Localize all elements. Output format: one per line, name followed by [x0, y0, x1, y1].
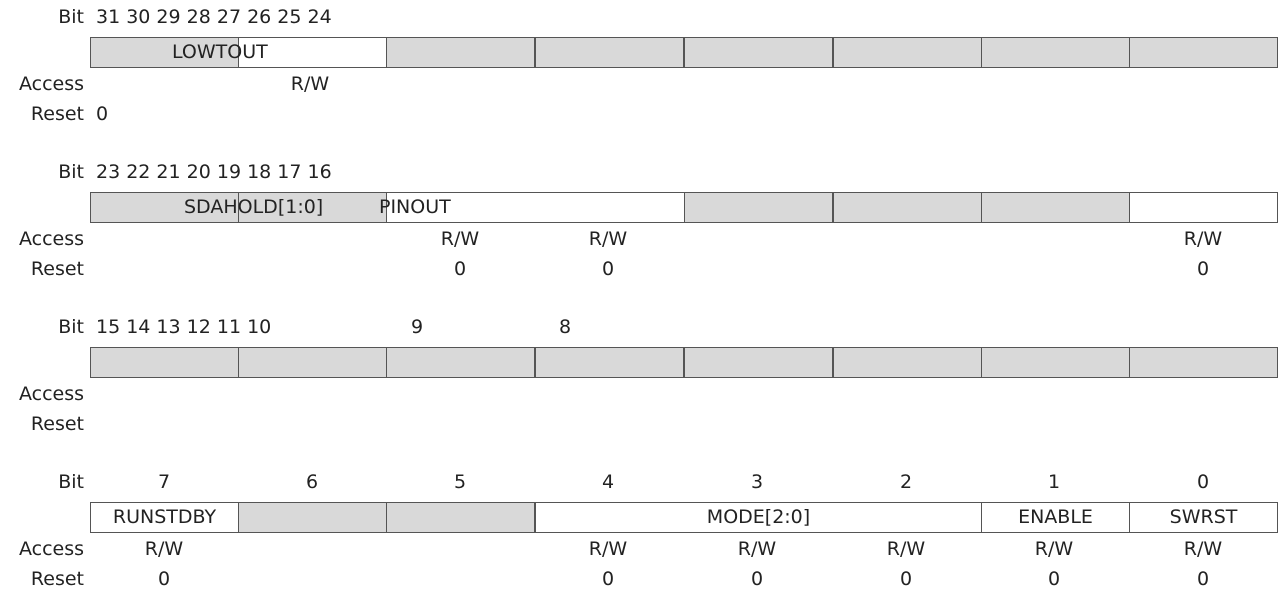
field-name-mode: MODE[2:0] [706, 506, 811, 528]
reserved-cell [833, 347, 982, 378]
bit-label: Bit [58, 471, 84, 493]
field-name-runstdby: RUNSTDBY [112, 506, 217, 528]
reset-value: 0 [1196, 258, 1210, 280]
reset-label: Reset [30, 258, 84, 280]
reserved-cell [684, 347, 833, 378]
reserved-cell [90, 37, 239, 68]
reserved-cell [386, 502, 535, 533]
bit-numbers: 23 22 21 20 19 18 17 16 [96, 161, 332, 183]
bit-number: 5 [453, 471, 467, 493]
bit-number: 4 [601, 471, 615, 493]
reset-value: 0 [1047, 568, 1061, 590]
field-name-sdahold: SDAHOLD[1:0] [184, 196, 324, 218]
bit-number: 1 [1047, 471, 1061, 493]
reset-value: 0 [157, 568, 171, 590]
field-cell [238, 37, 387, 68]
reserved-cell [535, 347, 684, 378]
reset-value: 0 [96, 103, 109, 125]
reserved-cell [981, 37, 1130, 68]
access-label: Access [18, 228, 84, 250]
bit-number: 9 [410, 316, 424, 338]
reserved-cell [386, 37, 535, 68]
bit-label: Bit [58, 161, 84, 183]
reset-value: 0 [1196, 568, 1210, 590]
reserved-cell [833, 192, 982, 223]
reserved-cell [90, 192, 239, 223]
bit-numbers: 15 14 13 12 11 10 [96, 316, 272, 338]
field-cell [981, 502, 1130, 533]
access-value: R/W [1183, 538, 1223, 560]
field-cell [535, 502, 982, 533]
reset-value: 0 [601, 568, 615, 590]
reset-value: 0 [750, 568, 764, 590]
register-bits-23-16: Bit 23 22 21 20 19 18 17 16 SDAHOLD[1:0]… [0, 161, 1282, 301]
reset-value: 0 [899, 568, 913, 590]
access-value: R/W [290, 73, 330, 95]
access-label: Access [18, 538, 84, 560]
reserved-cell [386, 347, 535, 378]
register-bits-7-0: Bit 7 6 5 4 3 2 1 0 RUNSTDBY MODE[2:0] E… [0, 471, 1282, 611]
register-bits-31-24: Bit 31 30 29 28 27 26 25 24 LOWTOUT Acce… [0, 6, 1282, 146]
register-bits-15-8: Bit 15 14 13 12 11 10 9 8 Access Reset [0, 316, 1282, 456]
reserved-cell [981, 347, 1130, 378]
reset-value: 0 [453, 258, 467, 280]
bit-field-row: RUNSTDBY MODE[2:0] ENABLE SWRST [90, 502, 1278, 533]
access-label: Access [18, 383, 84, 405]
access-value: R/W [1183, 228, 1223, 250]
reserved-cell [238, 192, 387, 223]
access-value: R/W [440, 228, 480, 250]
bit-number: 2 [899, 471, 913, 493]
bit-number: 3 [750, 471, 764, 493]
reset-label: Reset [30, 103, 84, 125]
field-name-lowtout: LOWTOUT [172, 41, 268, 63]
field-cell [90, 502, 239, 533]
bit-field-row: LOWTOUT [90, 37, 1278, 68]
access-value: R/W [886, 538, 926, 560]
reserved-cell [684, 192, 833, 223]
field-name-swrst: SWRST [1169, 506, 1238, 528]
reserved-cell [535, 37, 684, 68]
reset-value: 0 [601, 258, 615, 280]
bit-label: Bit [58, 316, 84, 338]
access-value: R/W [588, 228, 628, 250]
reserved-cell [833, 37, 982, 68]
reserved-cell [981, 192, 1130, 223]
access-value: R/W [144, 538, 184, 560]
reset-label: Reset [30, 413, 84, 435]
bit-number: 8 [558, 316, 572, 338]
reset-label: Reset [30, 568, 84, 590]
bit-number: 6 [305, 471, 319, 493]
bit-field-row: SDAHOLD[1:0] PINOUT [90, 192, 1278, 223]
field-cell [386, 192, 685, 223]
bit-number: 0 [1196, 471, 1210, 493]
reserved-cell [90, 347, 239, 378]
reserved-cell [1129, 37, 1278, 68]
bit-number: 7 [157, 471, 171, 493]
reserved-cell [1129, 347, 1278, 378]
field-cell [1129, 192, 1278, 223]
access-label: Access [18, 73, 84, 95]
reserved-cell [684, 37, 833, 68]
field-name-enable: ENABLE [1018, 506, 1093, 528]
bit-label: Bit [58, 6, 84, 28]
access-value: R/W [1034, 538, 1074, 560]
bit-numbers: 31 30 29 28 27 26 25 24 [96, 6, 332, 28]
field-cell [1129, 502, 1278, 533]
field-name-pinout: PINOUT [379, 196, 451, 218]
bit-field-row [90, 347, 1278, 378]
access-value: R/W [588, 538, 628, 560]
access-value: R/W [737, 538, 777, 560]
reserved-cell [238, 502, 387, 533]
reserved-cell [238, 347, 387, 378]
